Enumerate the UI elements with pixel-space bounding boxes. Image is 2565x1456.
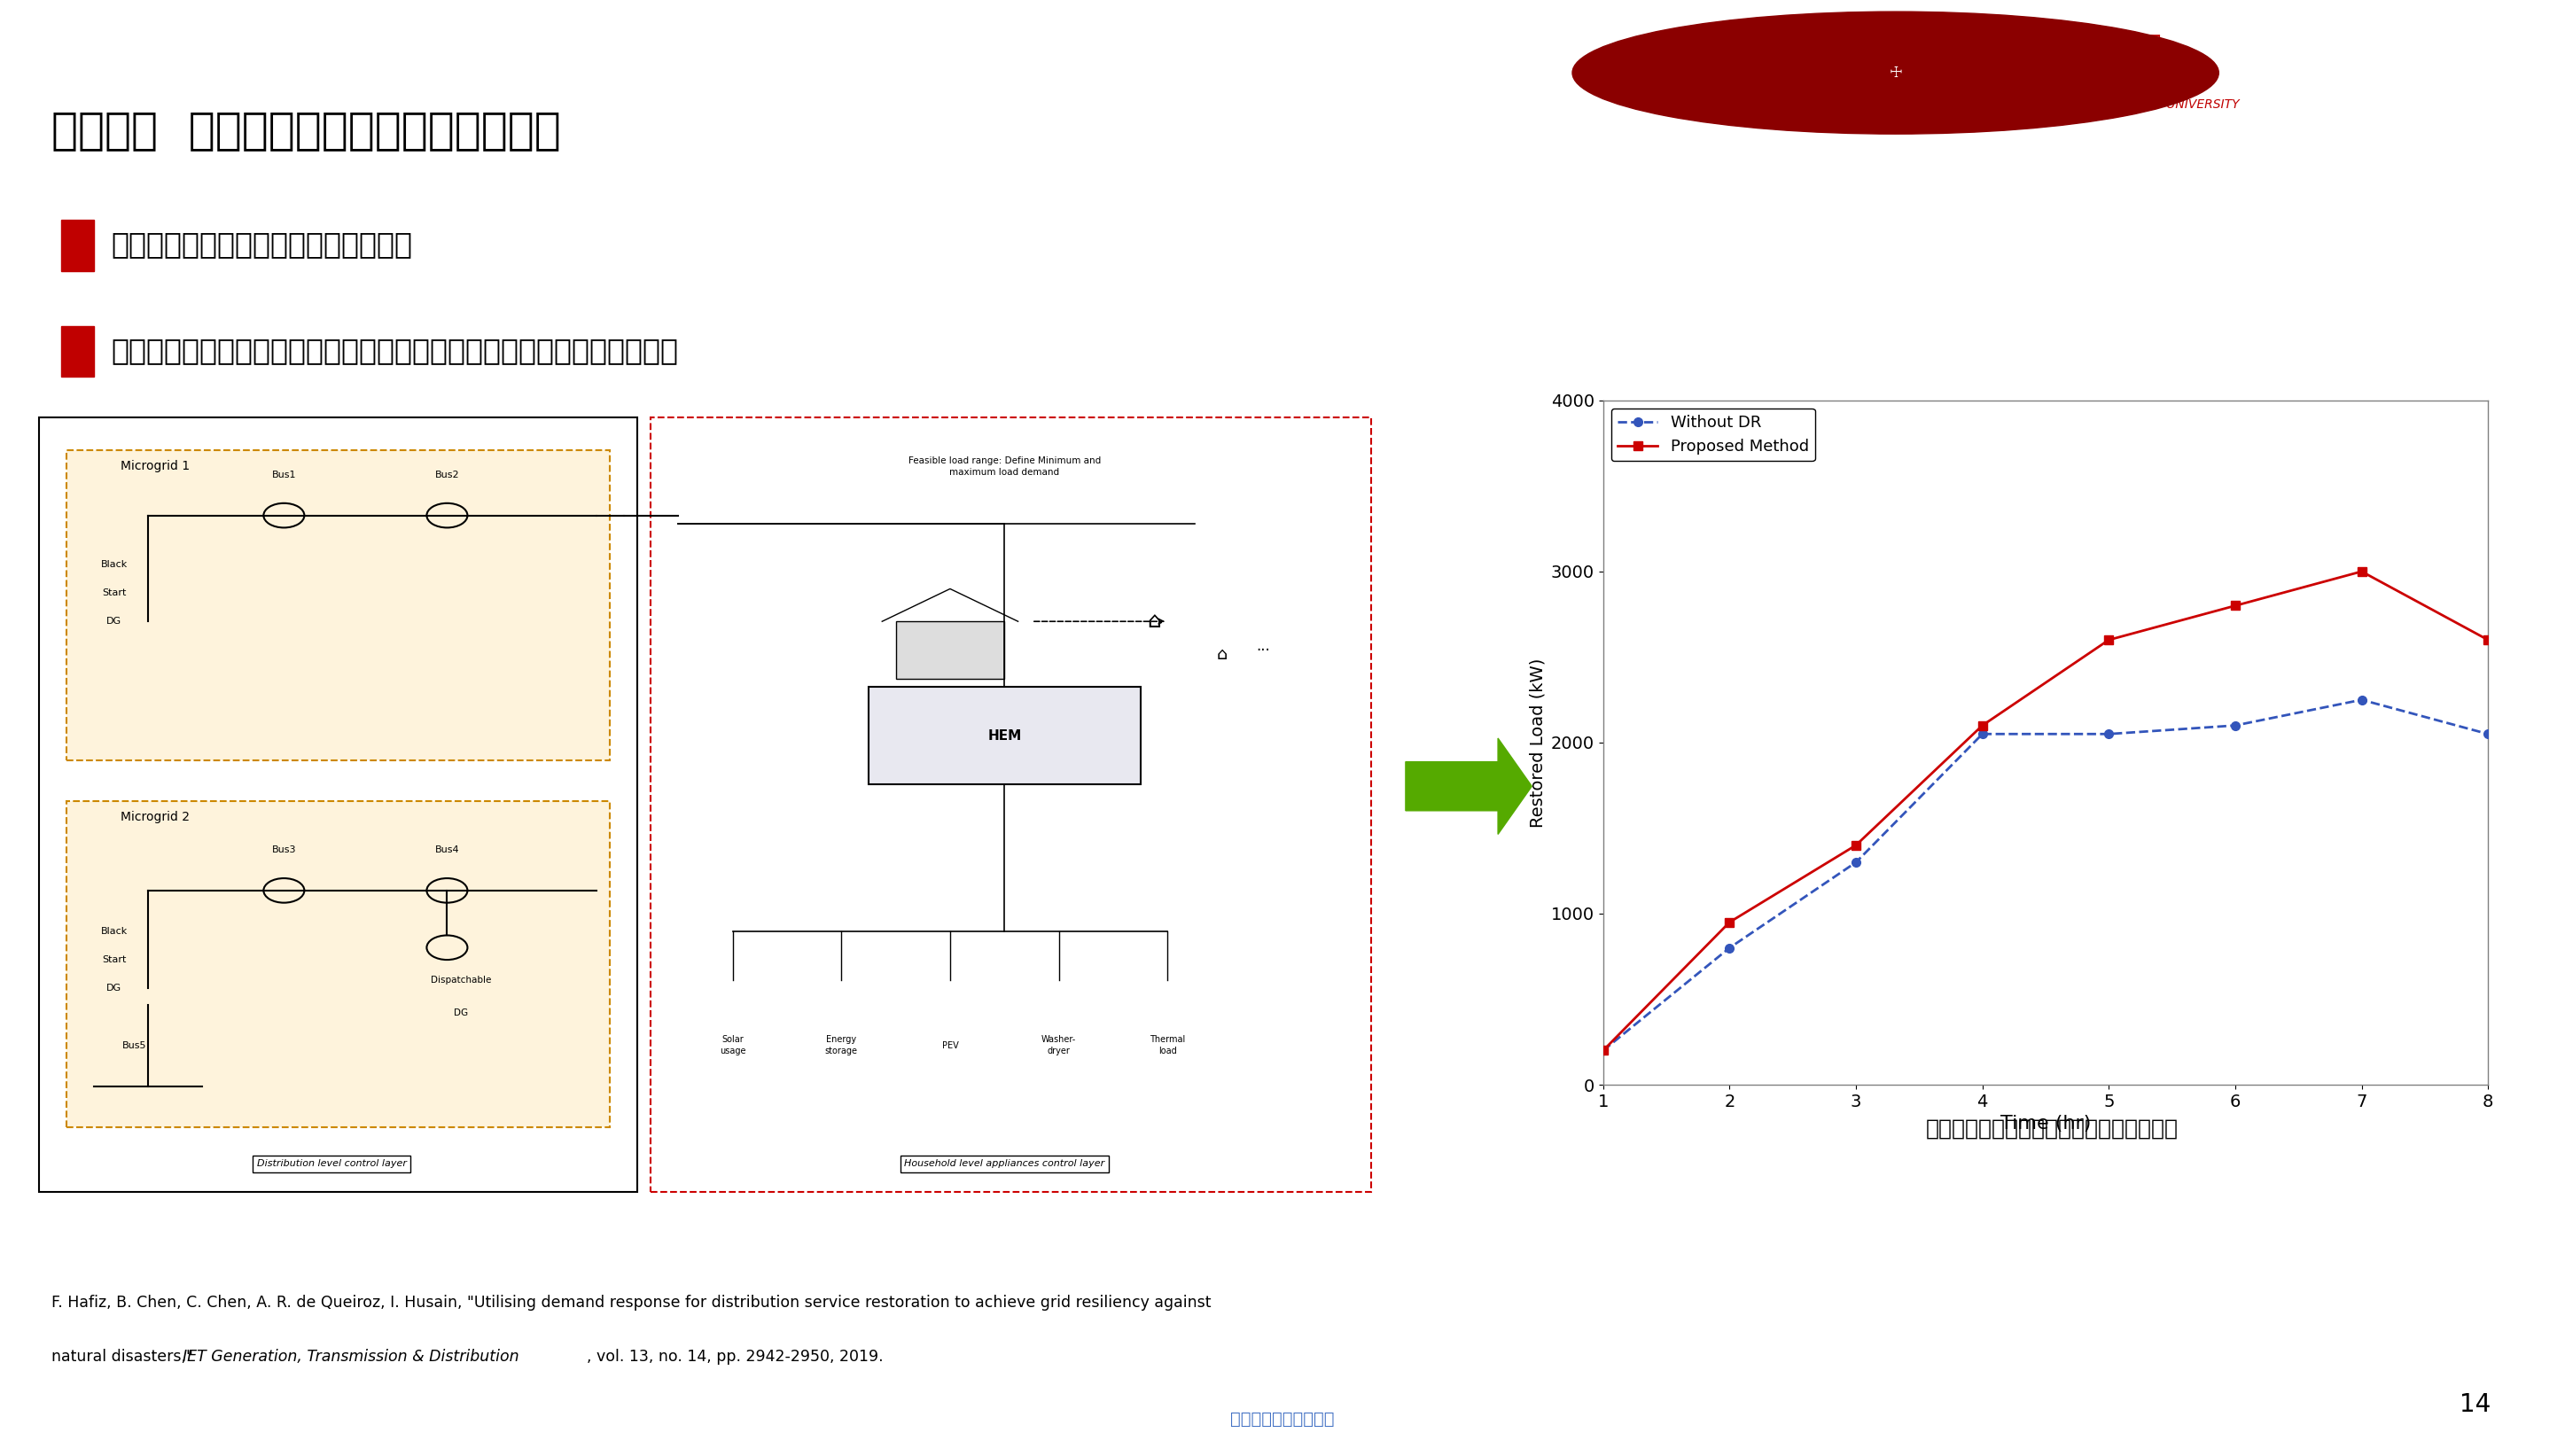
Text: DG: DG <box>454 1009 467 1018</box>
Proposed Method <box>2347 563 2378 581</box>
Proposed Method <box>2219 597 2250 614</box>
FancyBboxPatch shape <box>67 801 610 1127</box>
Line: Without DR: Without DR <box>1598 696 2493 1054</box>
Circle shape <box>1803 55 1988 90</box>
Text: Distribution level control layer: Distribution level control layer <box>256 1159 405 1168</box>
Text: Thermal
load: Thermal load <box>1149 1035 1185 1056</box>
Without DR <box>2219 716 2250 734</box>
Text: Solar
usage: Solar usage <box>721 1035 746 1056</box>
Text: 西安交通大學: 西安交通大學 <box>2065 33 2162 60</box>
Circle shape <box>1742 44 2049 102</box>
Circle shape <box>1619 20 2173 125</box>
Text: DG: DG <box>105 617 121 626</box>
Circle shape <box>1680 32 2111 114</box>
Line: Proposed Method: Proposed Method <box>1598 568 2493 1054</box>
Text: ⌂: ⌂ <box>1216 645 1229 662</box>
Text: 充分利用恢复中稀缺的发电资源，结合网络拓扑灵活性提高负荷恢复能力: 充分利用恢复中稀缺的发电资源，结合网络拓扑灵活性提高负荷恢复能力 <box>110 336 677 365</box>
Text: Bus4: Bus4 <box>436 846 459 855</box>
Text: Microgrid 2: Microgrid 2 <box>121 811 190 823</box>
Text: Black: Black <box>100 927 128 936</box>
Text: IET Generation, Transmission & Distribution: IET Generation, Transmission & Distribut… <box>182 1350 518 1364</box>
Circle shape <box>1572 12 2219 134</box>
Text: ⌂: ⌂ <box>1147 610 1162 632</box>
Text: Bus5: Bus5 <box>123 1041 146 1050</box>
Text: Bus3: Bus3 <box>272 846 295 855</box>
Proposed Method <box>2473 632 2503 649</box>
FancyBboxPatch shape <box>895 622 1005 678</box>
Text: F. Hafiz, B. Chen, C. Chen, A. R. de Queiroz, I. Husain, "Utilising demand respo: F. Hafiz, B. Chen, C. Chen, A. R. de Que… <box>51 1296 1211 1310</box>
FancyBboxPatch shape <box>38 418 639 1192</box>
Without DR <box>2093 725 2124 743</box>
Text: 物理层：  灵活资源协同提高供电恢复能力: 物理层： 灵活资源协同提高供电恢复能力 <box>51 109 562 151</box>
Proposed Method <box>2093 632 2124 649</box>
Text: natural disasters,": natural disasters," <box>51 1350 198 1364</box>
Text: Black: Black <box>100 561 128 569</box>
Y-axis label: Restored Load (kW): Restored Load (kW) <box>1529 658 1547 827</box>
Without DR <box>1967 725 1998 743</box>
FancyBboxPatch shape <box>870 687 1141 785</box>
FancyBboxPatch shape <box>652 418 1372 1192</box>
Proposed Method <box>1842 836 1872 853</box>
Text: HEM: HEM <box>988 729 1021 743</box>
X-axis label: Time (hr): Time (hr) <box>2001 1115 2090 1133</box>
Text: ☩: ☩ <box>1888 66 1903 80</box>
Proposed Method <box>1967 716 1998 734</box>
Text: PEV: PEV <box>941 1041 959 1050</box>
Legend: Without DR, Proposed Method: Without DR, Proposed Method <box>1611 408 1816 462</box>
Text: Household level appliances control layer: Household level appliances control layer <box>905 1159 1106 1168</box>
Text: Microgrid 1: Microgrid 1 <box>121 460 190 473</box>
Text: 需求侧灵活负荷的参与提升了负荷恢复能力: 需求侧灵活负荷的参与提升了负荷恢复能力 <box>1926 1118 2178 1139</box>
Text: , vol. 13, no. 14, pp. 2942-2950, 2019.: , vol. 13, no. 14, pp. 2942-2950, 2019. <box>587 1350 882 1364</box>
Without DR <box>1588 1042 1619 1060</box>
FancyBboxPatch shape <box>67 450 610 760</box>
Text: DG: DG <box>105 984 121 993</box>
Without DR <box>1842 853 1872 871</box>
Without DR <box>2347 692 2378 709</box>
Proposed Method <box>1588 1042 1619 1060</box>
Bar <box>62 220 92 271</box>
Text: Start: Start <box>103 588 126 597</box>
Text: XI'AN JIAOTONG UNIVERSITY: XI'AN JIAOTONG UNIVERSITY <box>2065 99 2239 111</box>
Text: Feasible load range: Define Minimum and
maximum load demand: Feasible load range: Define Minimum and … <box>908 456 1100 476</box>
Text: Bus2: Bus2 <box>436 470 459 479</box>
Text: Dispatchable: Dispatchable <box>431 976 490 984</box>
Proposed Method <box>1713 913 1744 930</box>
Text: Washer-
dryer: Washer- dryer <box>1041 1035 1077 1056</box>
Text: ...: ... <box>1257 638 1270 654</box>
Text: 需求侧灵活负荷管理参与电力系统恢复: 需求侧灵活负荷管理参与电力系统恢复 <box>110 230 413 259</box>
Text: Bus1: Bus1 <box>272 470 295 479</box>
Text: Start: Start <box>103 955 126 964</box>
Bar <box>62 326 92 377</box>
Text: 《电工技术学报》发布: 《电工技术学报》发布 <box>1231 1411 1334 1428</box>
Without DR <box>2473 725 2503 743</box>
Without DR <box>1713 939 1744 957</box>
Text: Energy
storage: Energy storage <box>826 1035 857 1056</box>
Text: 14: 14 <box>2460 1392 2491 1418</box>
FancyArrow shape <box>1406 738 1531 834</box>
